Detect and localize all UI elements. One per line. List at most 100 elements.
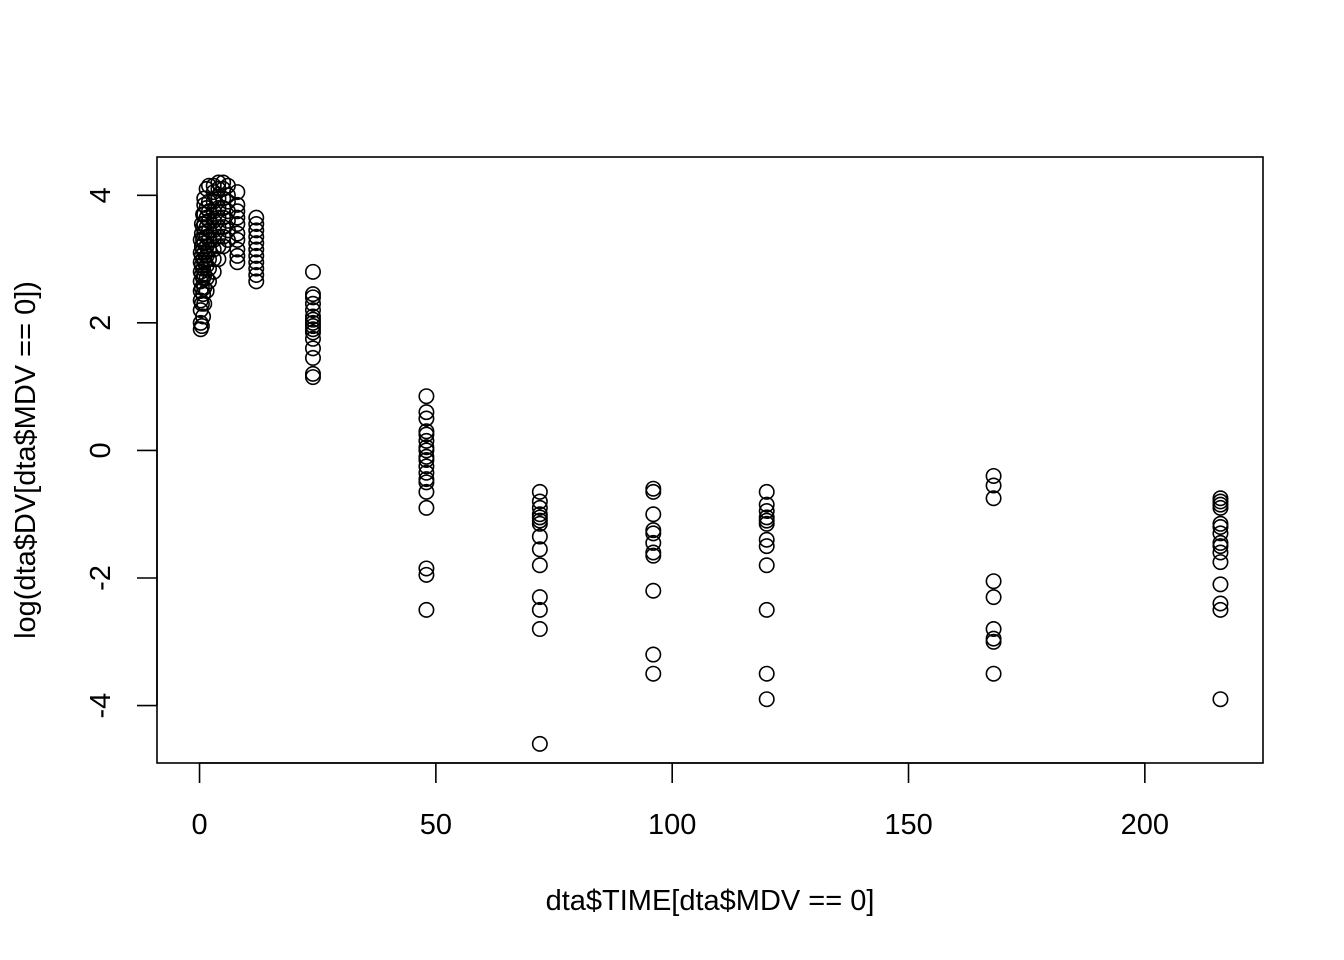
data-point [196, 295, 213, 312]
data-point [219, 193, 236, 210]
data-point [645, 544, 662, 561]
data-point [758, 531, 775, 548]
data-point [248, 235, 265, 252]
data-point [645, 534, 662, 551]
data-point [418, 464, 435, 481]
data-point [304, 263, 321, 280]
x-tick-label: 200 [1121, 809, 1169, 841]
data-point [985, 477, 1002, 494]
data-point [210, 190, 227, 207]
data-point [304, 330, 321, 347]
y-tick-label: -2 [85, 565, 117, 591]
data-point [758, 483, 775, 500]
x-axis-label: dta$TIME[dta$MDV == 0] [546, 885, 875, 917]
data-point [248, 254, 265, 271]
data-point [985, 665, 1002, 682]
data-point [645, 522, 662, 539]
data-point [248, 209, 265, 226]
y-axis: -4 -2 0 2 4 [85, 187, 158, 719]
data-point [418, 560, 435, 577]
y-tick-label: 4 [85, 187, 117, 203]
data-point [531, 541, 548, 558]
data-point [418, 471, 435, 488]
data-point [1212, 515, 1229, 532]
data-point [304, 349, 321, 366]
data-point [758, 691, 775, 708]
data-point [758, 509, 775, 526]
data-point [1212, 493, 1229, 510]
data-point [1212, 496, 1229, 513]
data-point [418, 432, 435, 449]
data-point [1212, 576, 1229, 593]
data-point [645, 525, 662, 542]
data-point [985, 630, 1002, 647]
data-point [229, 184, 246, 201]
data-point [531, 601, 548, 618]
data-point [985, 589, 1002, 606]
data-point [304, 308, 321, 325]
data-point [758, 496, 775, 513]
data-point [418, 483, 435, 500]
data-point [1212, 525, 1229, 542]
data-point [248, 222, 265, 239]
data-point [198, 282, 215, 299]
data-point [248, 273, 265, 290]
data-point [1212, 490, 1229, 507]
data-point [200, 273, 217, 290]
data-point [248, 260, 265, 277]
data-point [418, 410, 435, 427]
data-point [1212, 534, 1229, 551]
data-point [645, 582, 662, 599]
data-point [531, 735, 548, 752]
data-point [229, 203, 246, 220]
data-point [418, 423, 435, 440]
data-point [758, 503, 775, 520]
data-point [304, 302, 321, 319]
data-point [985, 573, 1002, 590]
data-point [248, 247, 265, 264]
y-tick-label: 2 [85, 315, 117, 331]
data-point [985, 621, 1002, 638]
data-point [531, 557, 548, 574]
data-point [531, 621, 548, 638]
data-point [219, 187, 236, 204]
data-point [418, 566, 435, 583]
data-point [531, 506, 548, 523]
data-point [304, 369, 321, 386]
data-point [195, 308, 212, 325]
data-point [229, 225, 246, 242]
data-point [645, 506, 662, 523]
data-point [304, 365, 321, 382]
data-point [418, 404, 435, 421]
data-point [1212, 601, 1229, 618]
data-point [248, 228, 265, 245]
data-point [418, 458, 435, 475]
data-point [758, 665, 775, 682]
data-point [531, 589, 548, 606]
data-point [531, 499, 548, 516]
y-axis-label: log(dta$DV[dta$MDV == 0]) [10, 281, 42, 639]
data-point [418, 601, 435, 618]
data-point [229, 209, 246, 226]
x-tick-label: 100 [648, 809, 696, 841]
y-tick-label: -4 [85, 693, 117, 719]
plot-area-frame [156, 156, 1264, 764]
data-point [304, 286, 321, 303]
data-point [645, 665, 662, 682]
data-point [229, 215, 246, 232]
data-point [418, 388, 435, 405]
data-point [248, 241, 265, 258]
data-point [758, 601, 775, 618]
data-point [645, 483, 662, 500]
data-point [219, 212, 236, 229]
data-point [304, 295, 321, 312]
data-point [758, 538, 775, 555]
data-point [418, 499, 435, 516]
data-point [985, 467, 1002, 484]
data-point [531, 493, 548, 510]
data-point [418, 439, 435, 456]
y-tick-label: 0 [85, 442, 117, 458]
data-point [193, 318, 210, 335]
